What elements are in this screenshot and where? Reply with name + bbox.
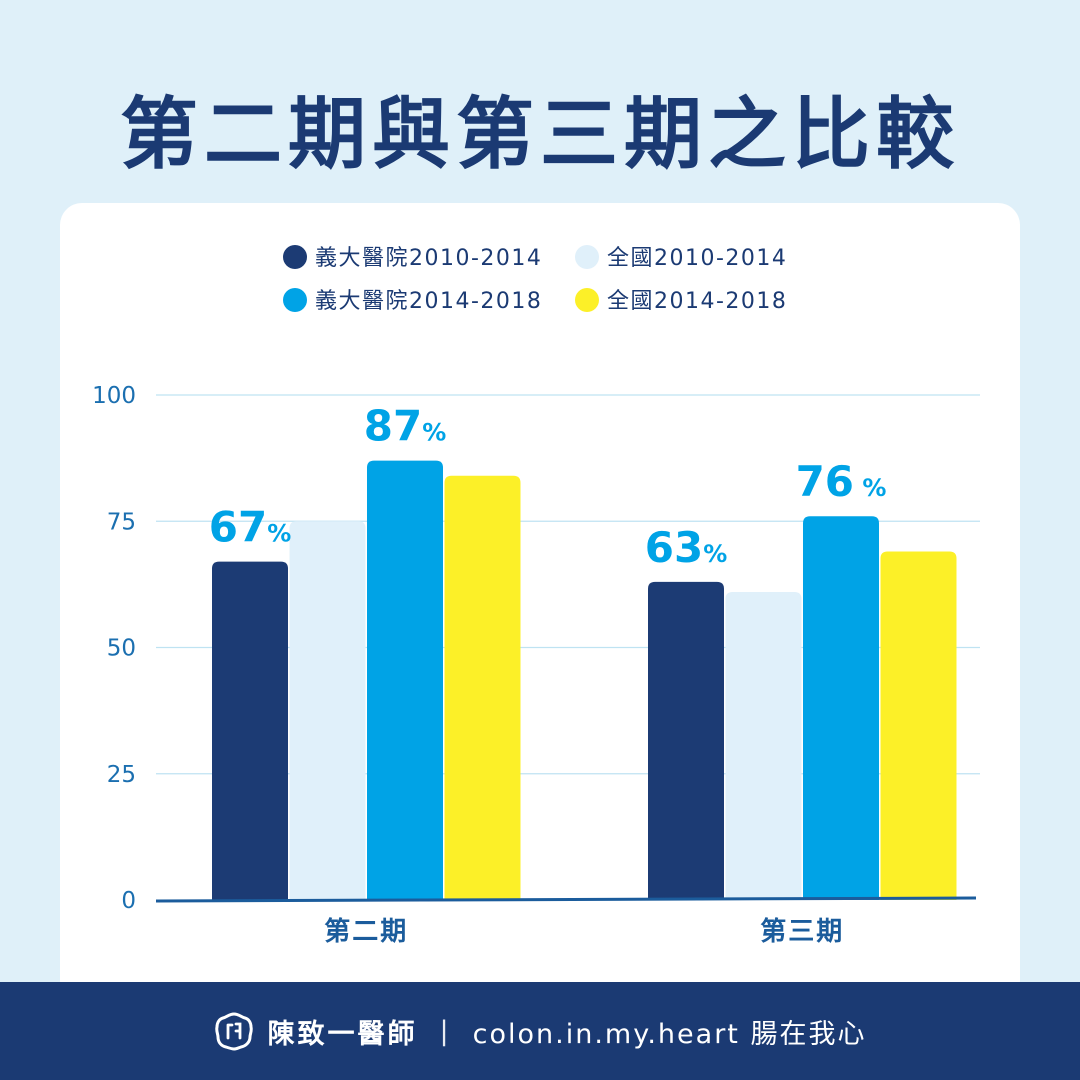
legend-label-1: 義大醫院2010-2014 xyxy=(315,246,542,271)
legend-swatch-2 xyxy=(575,245,599,269)
legend-swatch-1 xyxy=(283,245,307,269)
bar-3-1 xyxy=(367,460,443,900)
legend-label-2: 全國2010-2014 xyxy=(607,246,787,271)
bar-2-2 xyxy=(725,591,802,900)
page-title: 第二期與第三期之比較 xyxy=(119,90,960,180)
intestine-logo-icon xyxy=(214,1011,254,1051)
legend-swatch-3 xyxy=(283,288,307,312)
legend-label-4: 全國2014-2018 xyxy=(607,289,787,314)
y-tick-label: 50 xyxy=(107,636,136,662)
y-tick-label: 75 xyxy=(107,509,136,535)
x-axis-line xyxy=(155,896,977,903)
y-tick-label: 0 xyxy=(121,888,136,914)
doctor-name: 陳致一醫師 xyxy=(267,1018,418,1050)
chart-card: 義大醫院2010-2014 全國2010-2014 義大醫院2014-2018 全國2… xyxy=(60,203,1020,1003)
bar-1-2 xyxy=(648,581,724,900)
data-label: 76 % xyxy=(796,457,887,506)
bar-1-1 xyxy=(212,561,288,900)
legend-label-3: 義大醫院2014-2018 xyxy=(315,289,542,314)
bar-2-1 xyxy=(289,521,366,900)
instagram-handle: colon.in.my.heart 腸在我心 xyxy=(472,1018,867,1050)
footer-separator: | xyxy=(439,1015,451,1047)
bar-chart: 義大醫院2010-2014 全國2010-2014 義大醫院2014-2018 全國2… xyxy=(92,245,980,947)
y-tick-label: 25 xyxy=(107,762,136,788)
bar-4-1 xyxy=(444,475,521,900)
footer-bar: 陳致一醫師 | colon.in.my.heart 腸在我心 xyxy=(0,982,1080,1080)
data-label: 63% xyxy=(645,523,728,572)
x-category-label: 第三期 xyxy=(760,916,844,947)
bar-3-2 xyxy=(803,516,879,900)
x-category-label: 第二期 xyxy=(324,916,408,947)
data-label: 87% xyxy=(364,402,447,451)
y-tick-label: 100 xyxy=(92,383,136,409)
bar-4-2 xyxy=(880,551,957,900)
legend-swatch-4 xyxy=(575,288,599,312)
data-label: 67% xyxy=(209,503,292,552)
